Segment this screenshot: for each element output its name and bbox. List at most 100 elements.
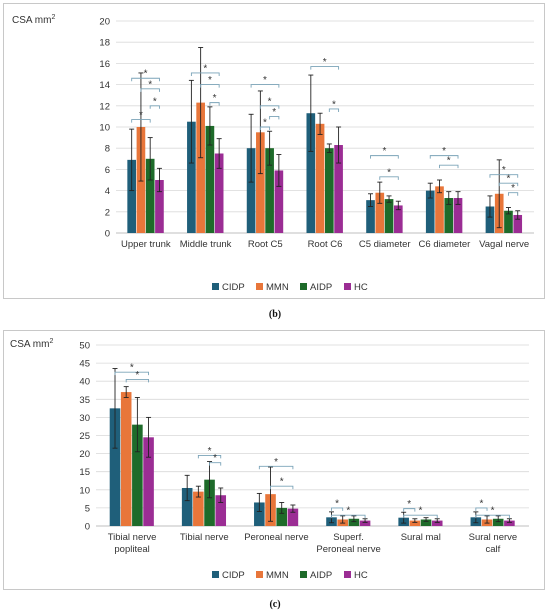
significance-star: * — [153, 96, 157, 107]
significance-star: * — [447, 156, 451, 167]
y-tick-label: 2 — [105, 207, 110, 218]
bar-mmn — [435, 186, 444, 233]
significance-bracket — [508, 192, 519, 196]
y-axis-label-superscript: 2 — [49, 338, 53, 345]
y-tick-label: 14 — [99, 80, 110, 91]
y-axis-label-text: CSA mm — [10, 339, 49, 350]
y-tick-label: 15 — [79, 467, 90, 478]
significance-star: * — [213, 93, 217, 104]
bar-hc — [215, 495, 227, 526]
significance-star: * — [407, 499, 411, 510]
legend-label-mmn: MMN — [266, 570, 289, 581]
panel-caption-c: (c) — [269, 599, 281, 610]
bar-mmn — [256, 132, 265, 233]
y-tick-label: 16 — [99, 59, 110, 70]
significance-star: * — [208, 446, 212, 457]
bar-hc — [359, 520, 371, 526]
significance-star: * — [263, 118, 267, 129]
significance-star: * — [268, 96, 272, 107]
bar-cidp — [306, 113, 316, 233]
significance-star: * — [502, 165, 506, 176]
y-tick-label: 50 — [79, 341, 90, 352]
significance-bracket — [250, 84, 280, 88]
significance-bracket — [429, 155, 459, 159]
significance-star: * — [135, 370, 139, 381]
bar-hc — [453, 198, 463, 233]
significance-bracket — [328, 108, 340, 112]
x-tick-label: Root C6 — [308, 239, 343, 250]
y-tick-label: 40 — [79, 377, 90, 388]
x-tick-label: C5 diameter — [359, 239, 411, 250]
significance-star: * — [263, 75, 267, 86]
significance-star: * — [418, 506, 422, 517]
bar-mmn — [193, 491, 204, 526]
y-tick-label: 0 — [85, 522, 90, 533]
y-axis-label: CSA mm2 — [10, 338, 53, 350]
significance-bracket — [403, 508, 416, 512]
bar-hc — [504, 520, 515, 526]
x-tick-label: Sural mal — [401, 532, 441, 543]
y-axis-label-text: CSA mm — [12, 15, 51, 26]
bar-mmn — [120, 392, 132, 526]
bar-mmn — [375, 192, 385, 233]
significance-bracket — [131, 77, 160, 82]
significance-bracket — [475, 514, 510, 519]
bar-hc — [143, 437, 154, 526]
significance-bracket — [125, 378, 150, 383]
y-tick-label: 0 — [105, 229, 110, 240]
significance-bracket — [209, 462, 222, 466]
significance-bracket — [114, 371, 150, 376]
significance-star: * — [148, 79, 152, 90]
legend-label-aidp: AIDP — [310, 282, 332, 293]
significance-star: * — [335, 498, 339, 509]
significance-bracket — [475, 507, 488, 511]
significance-star: * — [507, 174, 511, 185]
x-tick-label: Peroneal nerve — [316, 544, 380, 555]
x-tick-label: popliteal — [114, 544, 149, 555]
legend-swatch-mmn — [256, 283, 263, 290]
bar-cidp — [127, 159, 137, 233]
x-tick-label: calf — [486, 544, 501, 555]
bar-aidp — [492, 518, 504, 526]
significance-bracket — [190, 72, 220, 76]
bar-aidp — [276, 507, 288, 526]
y-tick-label: 10 — [79, 485, 90, 496]
bar-chart-b: CSA mm202468101214161820****************… — [12, 14, 534, 293]
bar-hc — [393, 205, 403, 233]
y-axis-label: CSA mm2 — [12, 14, 55, 26]
bar-hc — [287, 508, 299, 526]
x-tick-label: Middle trunk — [180, 239, 232, 250]
y-tick-label: 30 — [79, 413, 90, 424]
x-tick-label: Peroneal nerve — [244, 532, 308, 543]
legend-swatch-aidp — [300, 283, 307, 290]
bar-aidp — [420, 519, 432, 526]
significance-star: * — [203, 63, 207, 74]
legend-label-cidp: CIDP — [222, 570, 245, 581]
significance-star: * — [332, 99, 336, 110]
legend-swatch-cidp — [212, 571, 219, 578]
bar-aidp — [384, 199, 394, 233]
significance-bracket — [379, 176, 399, 180]
significance-star: * — [213, 453, 217, 464]
significance-star: * — [280, 477, 284, 488]
bar-cidp — [485, 206, 495, 233]
bar-cidp — [187, 121, 196, 233]
legend-label-hc: HC — [354, 282, 368, 293]
bar-hc — [274, 170, 284, 233]
legend-label-cidp: CIDP — [222, 282, 245, 293]
significance-star: * — [511, 183, 515, 194]
bar-aidp — [504, 210, 513, 233]
bar-hc — [155, 180, 164, 233]
significance-star: * — [144, 69, 148, 80]
x-tick-label: Sural nerve — [469, 532, 518, 543]
bar-hc — [214, 153, 224, 233]
bar-aidp — [205, 125, 215, 233]
y-axis-label-superscript: 2 — [51, 14, 55, 21]
bar-hc — [334, 145, 343, 233]
y-tick-label: 20 — [99, 17, 110, 28]
significance-bracket — [259, 105, 280, 109]
y-tick-label: 35 — [79, 395, 90, 406]
x-tick-label: Tibial nerve — [108, 532, 157, 543]
bar-hc — [513, 214, 523, 233]
